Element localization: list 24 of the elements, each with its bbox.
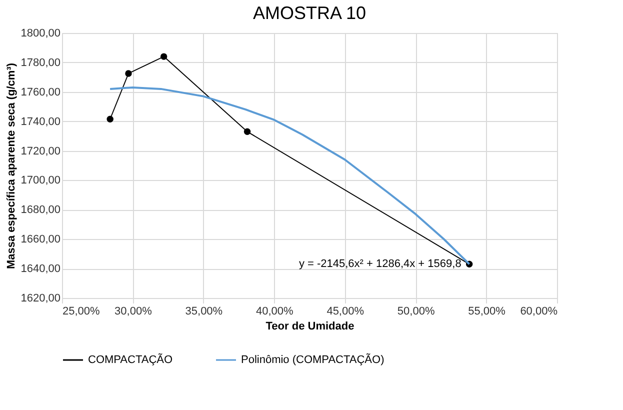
y-tick-label: 1780,00 bbox=[20, 56, 60, 69]
x-tick-label: 50,00% bbox=[397, 306, 435, 318]
x-axis-title: Teor de Umidade bbox=[266, 320, 354, 332]
y-tick-label: 1680,00 bbox=[20, 204, 60, 216]
x-tick-label: 60,00% bbox=[520, 306, 558, 318]
x-tick-label: 35,00% bbox=[185, 306, 223, 318]
x-tick-label: 25,00% bbox=[62, 306, 100, 318]
y-tick-label: 1760,00 bbox=[20, 86, 60, 98]
y-tick-label: 1640,00 bbox=[20, 263, 60, 276]
y-tick-label: 1740,00 bbox=[20, 116, 60, 128]
y-axis-title: Massa específica aparente seca (g/cm³) bbox=[6, 62, 18, 270]
y-tick-label: 1800,00 bbox=[20, 28, 60, 40]
x-tick-label: 45,00% bbox=[326, 306, 364, 318]
legend-label: COMPACTAÇÃO bbox=[88, 353, 173, 366]
x-tick-label: 55,00% bbox=[468, 306, 506, 318]
y-tick-label: 1700,00 bbox=[20, 174, 60, 187]
x-tick-label: 40,00% bbox=[256, 306, 294, 318]
legend-label: Polinômio (COMPACTAÇÃO) bbox=[241, 353, 384, 366]
y-tick-label: 1660,00 bbox=[20, 234, 60, 246]
chart-title: AMOSTRA 10 bbox=[252, 3, 366, 23]
y-tick-label: 1620,00 bbox=[20, 292, 60, 304]
annotation: y = -2145,6x² + 1286,4x + 1569,8 bbox=[298, 258, 462, 270]
x-tick-label: 30,00% bbox=[114, 306, 152, 318]
y-tick-label: 1720,00 bbox=[20, 145, 60, 158]
